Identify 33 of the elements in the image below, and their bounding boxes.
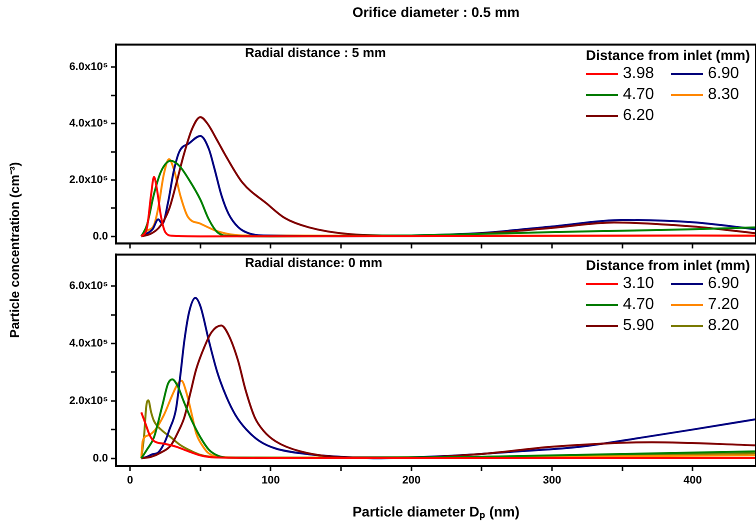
- x-tick-label: 400: [684, 474, 702, 487]
- legend-label: 4.70: [622, 296, 654, 314]
- legend-label: 7.20: [708, 296, 740, 314]
- x-tick-label: 0: [127, 474, 134, 487]
- legend-title: Distance from inlet (mm): [586, 47, 750, 63]
- y-tick-label: 6.0x10⁵: [69, 61, 108, 74]
- y-tick-label: 0.0: [92, 452, 108, 464]
- y-tick-label: 6.0x10⁵: [69, 280, 108, 292]
- legend-label: 4.70: [622, 86, 654, 104]
- x-tick-label: 300: [542, 474, 562, 487]
- legend-label: 6.20: [622, 106, 654, 124]
- chart-title: Orifice diameter : 0.5 mm: [351, 4, 521, 20]
- line-series: [140, 411, 756, 459]
- y-tick-label: 2.0x10⁵: [69, 394, 108, 407]
- y-tick-label: 4.0x10⁵: [69, 338, 108, 350]
- legend-label: 8.20: [708, 316, 740, 334]
- legend-title: Distance from inlet (mm): [586, 257, 750, 273]
- legend-label: 6.90: [708, 274, 740, 292]
- y-tick-label: 4.0x10⁵: [69, 118, 108, 130]
- annotation: Radial distance: 0 mm: [245, 255, 382, 270]
- legend-label: 8.30: [708, 86, 740, 104]
- legend-label: 3.98: [622, 64, 654, 82]
- x-tick-label: 200: [402, 474, 421, 487]
- x-tick-label: 100: [262, 474, 280, 487]
- y-axis-title: Particle concentration (cm⁻³): [6, 162, 23, 338]
- annotation: Radial distance : 5 mm: [245, 45, 386, 60]
- y-tick-label: 0.0: [92, 230, 108, 242]
- legend-label: 5.90: [622, 316, 654, 334]
- legend-label: 3.10: [622, 274, 654, 292]
- y-tick-label: 2.0x10⁵: [69, 174, 108, 186]
- line-series: [140, 176, 756, 238]
- x-axis-title: Particle diameter Dₚ (nm): [352, 503, 520, 520]
- legend-label: 6.90: [708, 64, 740, 82]
